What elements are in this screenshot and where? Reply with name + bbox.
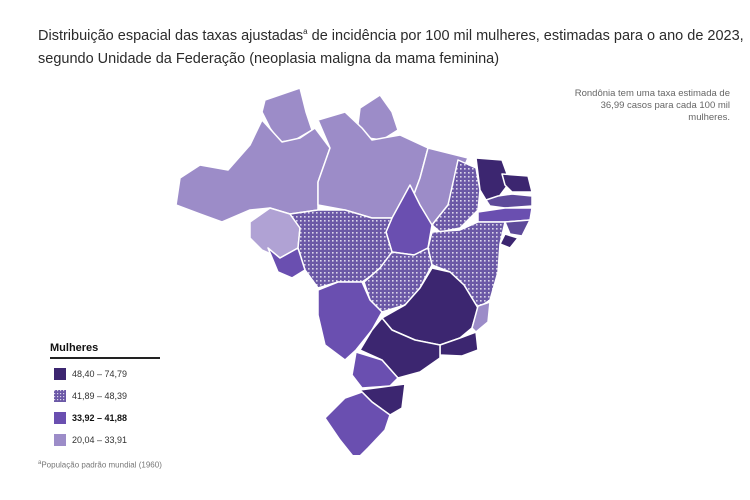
rondonia-callout: Rondônia tem uma taxa estimada de 36,99 …	[574, 88, 730, 123]
page-title: Distribuição espacial das taxas ajustada…	[38, 27, 744, 67]
legend-item: 48,40 – 74,79	[50, 363, 160, 385]
footnote: aPopulação padrão mundial (1960)	[38, 460, 162, 470]
legend-title: Mulheres	[50, 342, 160, 359]
legend-item: 41,89 – 48,39	[50, 385, 160, 407]
state-alagoas	[504, 219, 531, 237]
legend-item: 20,04 – 33,91	[50, 429, 160, 451]
brazil-map	[175, 87, 533, 455]
state-sergipe	[499, 233, 519, 249]
state-rio-grande-do-sul	[324, 391, 391, 455]
legend-swatch-dotted	[54, 390, 66, 402]
state-amazonas	[175, 119, 331, 223]
state-rio-grande-do-norte	[501, 173, 533, 193]
state-paraiba	[485, 193, 533, 209]
state-espirito-santo	[471, 301, 491, 333]
state-rondonia	[267, 247, 306, 279]
map-legend: Mulheres 48,40 – 74,79 41,89 – 48,39 33,…	[50, 342, 160, 451]
legend-swatch-high	[54, 368, 66, 380]
state-sao-paulo	[359, 317, 441, 379]
legend-swatch-low	[54, 434, 66, 446]
legend-swatch-mid	[54, 412, 66, 424]
legend-item: 33,92 – 41,88	[50, 407, 160, 429]
state-piaui	[431, 159, 481, 233]
